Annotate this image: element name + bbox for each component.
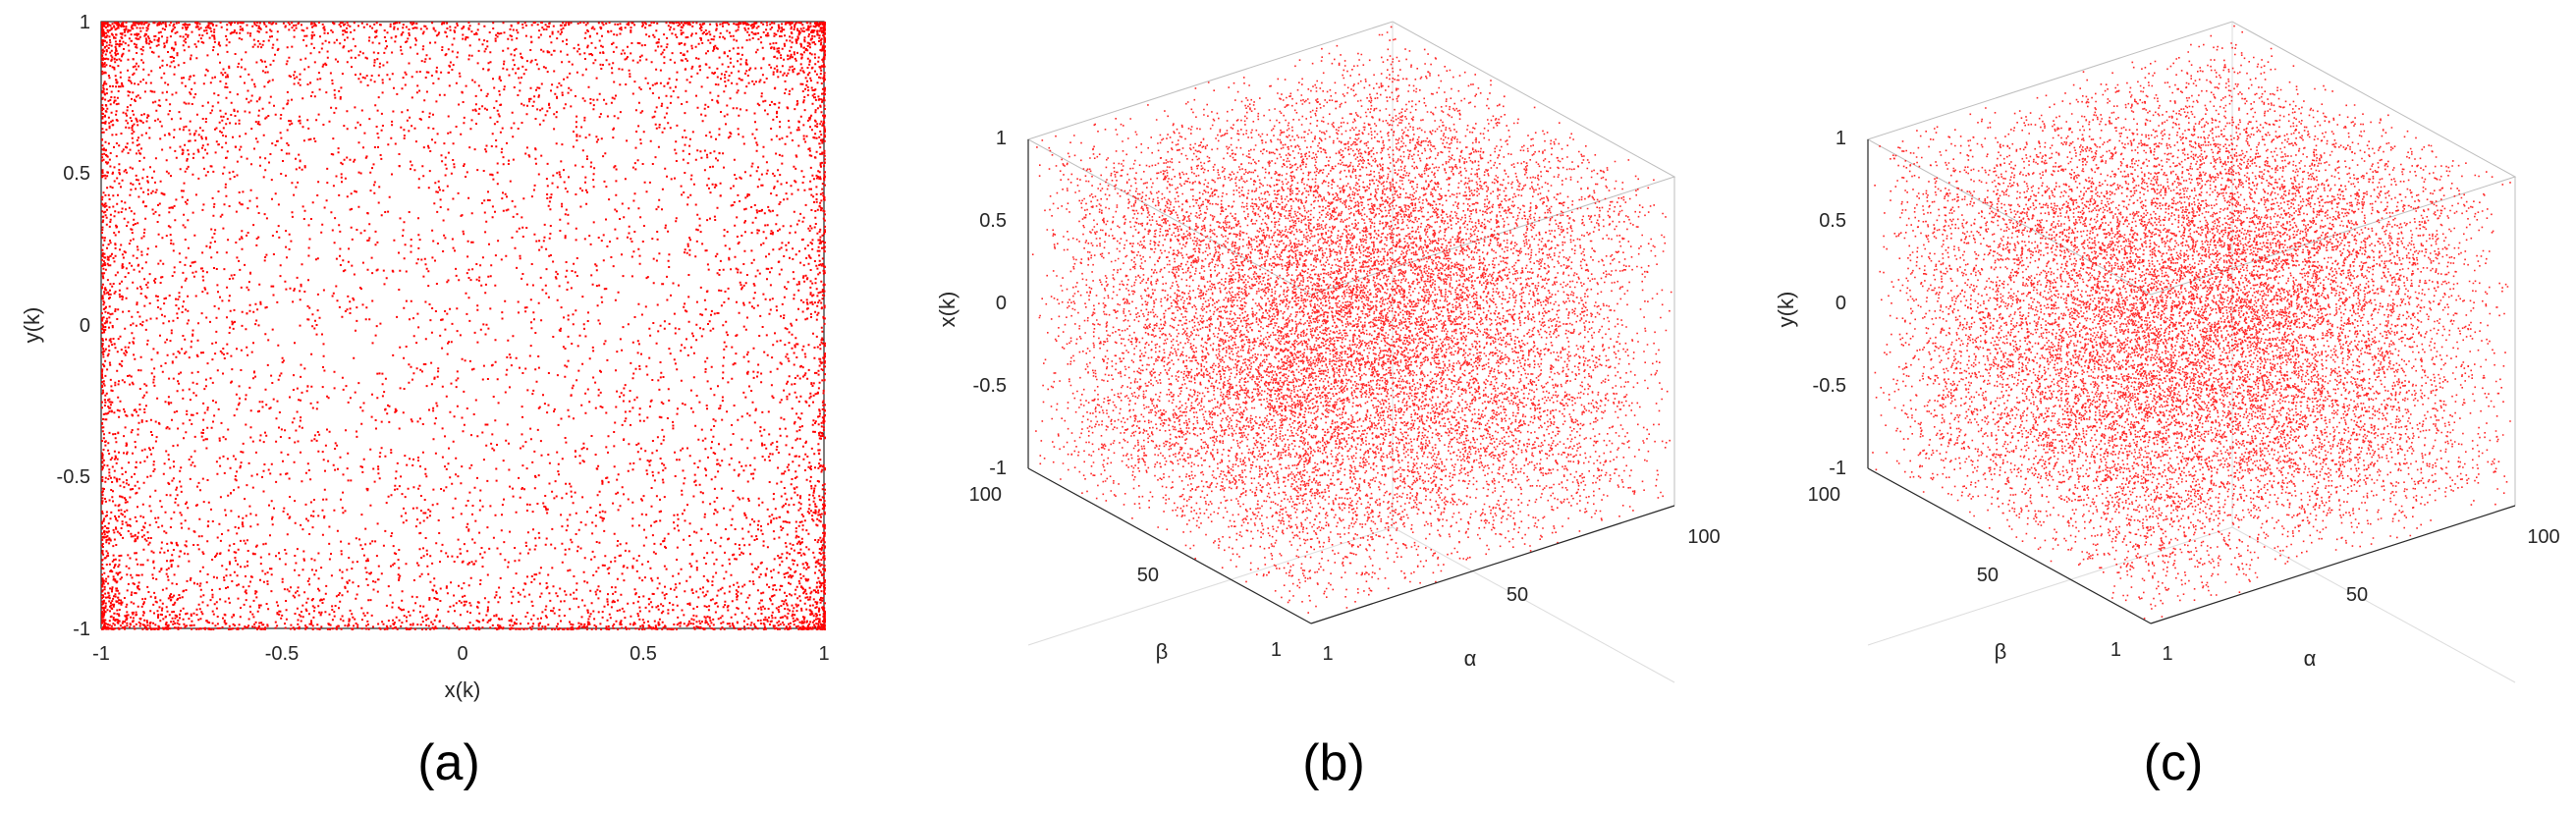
x-axis-label: x(k) xyxy=(445,678,481,702)
y-tick-label: 1 xyxy=(80,12,90,33)
y-tick-label: 50 xyxy=(1977,565,1999,586)
z-axis-label: x(k) xyxy=(935,292,959,328)
z-tick-label: 1 xyxy=(996,128,1007,149)
x-tick-label: 1 xyxy=(2162,643,2172,665)
y-axis-label: β xyxy=(1995,639,2007,664)
x-tick-label: 0 xyxy=(457,643,467,665)
x-tick-label: 1 xyxy=(1322,643,1333,665)
scatter-markers xyxy=(1031,26,1672,614)
y-tick-label: 1 xyxy=(1271,639,1282,661)
z-tick-label: 0.5 xyxy=(1819,210,1846,232)
y-tick-label: 100 xyxy=(1808,484,1840,506)
x-tick-label: 100 xyxy=(2527,526,2559,548)
y-tick-label: 100 xyxy=(969,484,1002,506)
x-tick-label: 50 xyxy=(1507,584,1528,606)
x-tick-label: 0.5 xyxy=(630,643,657,665)
x-tick-label: -1 xyxy=(92,643,110,665)
z-tick-label: -1 xyxy=(989,458,1007,479)
x-axis-label: α xyxy=(1464,646,1477,671)
x-tick-label: 1 xyxy=(818,643,829,665)
z-tick-label: 0 xyxy=(996,293,1007,314)
panel-caption: (b) xyxy=(1302,734,1365,791)
scatter-points-c xyxy=(1872,25,2511,620)
scatter-markers xyxy=(1872,25,2511,620)
x-tick-label: 50 xyxy=(2346,584,2368,606)
x-tick-label: 100 xyxy=(1687,526,1720,548)
y-tick-label: -0.5 xyxy=(57,466,90,488)
plot-area-a xyxy=(100,21,825,629)
y-tick-label: -1 xyxy=(73,619,90,640)
z-tick-label: -1 xyxy=(1829,458,1846,479)
panel-a: 1 0.5 0 -0.5 -1 -1 -0.5 0 0.5 1 x(k) y(k… xyxy=(20,12,830,791)
z-tick-label: 1 xyxy=(1836,128,1846,149)
axes-b xyxy=(1027,139,1675,624)
panel-caption: (a) xyxy=(417,734,480,791)
y-tick-label: 0 xyxy=(80,315,90,337)
y-tick-label: 50 xyxy=(1137,565,1159,586)
y-tick-label: 0.5 xyxy=(63,163,90,185)
axes-c xyxy=(1867,139,2516,624)
panel-caption: (c) xyxy=(2144,734,2204,791)
x-tick-label: -0.5 xyxy=(265,643,299,665)
cube-grid-b xyxy=(1026,21,1676,683)
scatter-points-b xyxy=(1031,26,1672,614)
panel-b: 1 0.5 0 -0.5 -1 100 50 1 1 50 100 x(k) β… xyxy=(935,21,1721,791)
z-tick-label: 0.5 xyxy=(979,210,1007,232)
z-tick-label: -0.5 xyxy=(973,375,1007,397)
y-axis-label: y(k) xyxy=(20,307,44,344)
y-axis-label: β xyxy=(1156,639,1169,664)
y-tick-label: 1 xyxy=(2110,639,2121,661)
z-tick-label: 0 xyxy=(1836,293,1846,314)
panel-c: 1 0.5 0 -0.5 -1 100 50 1 1 50 100 y(k) β… xyxy=(1774,21,2560,791)
z-tick-label: -0.5 xyxy=(1813,375,1846,397)
z-axis-label: y(k) xyxy=(1774,292,1798,328)
x-axis-label: α xyxy=(2304,646,2317,671)
